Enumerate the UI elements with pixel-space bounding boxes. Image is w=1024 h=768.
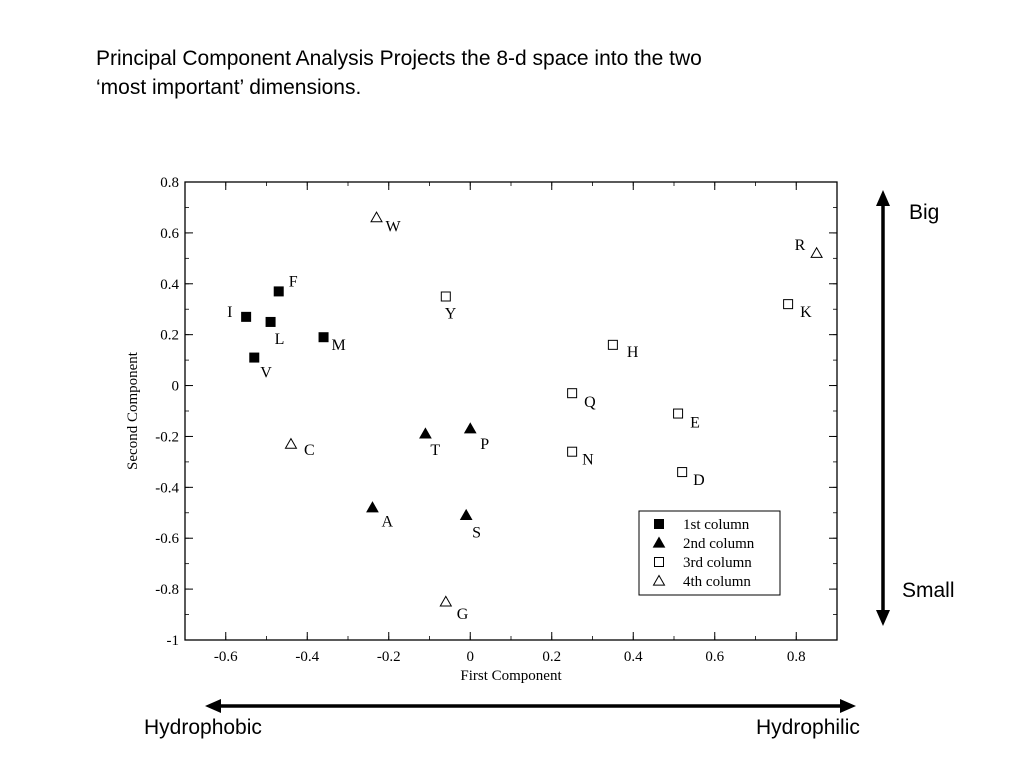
point-marker-v [249,352,260,363]
x-tick-label: 0.4 [624,649,643,665]
point-label-h: H [627,344,639,361]
point-marker-y [440,291,451,302]
slide-title-line-2: ‘most important’ dimensions. [96,76,362,99]
slide-title: Principal Component Analysis Projects th… [96,44,896,102]
point-marker-d [677,467,688,478]
point-marker-c [284,437,298,449]
point-marker-a [366,501,379,513]
hydrophobic-label: Hydrophobic [144,716,262,739]
point-marker-l [265,316,276,327]
arrow-head-down-icon [876,610,890,626]
point-label-f: F [289,273,298,290]
legend-marker-2 [652,536,666,548]
y-tick-label: -0.8 [155,582,179,598]
point-label-t: T [430,442,440,459]
point-marker-p [463,422,477,434]
y-tick-label: 0.8 [160,175,179,191]
y-tick-label: -0.4 [155,480,179,496]
y-tick-label: -1 [167,633,180,649]
legend-marker-3 [654,557,664,567]
point-label-r: R [795,237,806,254]
x-tick-label: 0.2 [542,649,561,665]
x-tick-label: -0.6 [214,649,238,665]
point-marker-r [810,246,823,258]
point-marker-n [567,446,578,457]
hydrophilic-label: Hydrophilic [756,716,860,739]
point-label-a: A [381,514,393,531]
point-marker-m [318,332,329,343]
y-tick-label: 0.4 [160,277,179,293]
arrow-head-up-icon [876,190,890,206]
point-label-p: P [480,436,489,453]
legend-entry-2: 2nd column [683,536,755,552]
point-marker-e [673,408,684,419]
y-tick-label: -0.6 [155,531,179,547]
legend-entry-3: 3rd column [683,555,752,571]
point-label-v: V [260,365,272,382]
point-marker-f [273,286,284,297]
point-marker-t [419,427,432,439]
point-marker-k [783,299,794,310]
point-label-s: S [472,524,481,541]
point-label-d: D [693,472,705,489]
y-tick-label: 0 [172,379,180,395]
point-label-e: E [690,415,700,432]
x-tick-label: -0.2 [377,649,401,665]
point-label-i: I [227,304,232,321]
point-marker-q [567,388,578,399]
slide-title-line-1: Principal Component Analysis Projects th… [96,47,702,70]
point-marker-i [241,311,252,322]
point-label-w: W [386,219,402,236]
x-axis-label: First Component [460,668,562,684]
legend-entry-4: 4th column [683,574,751,590]
point-marker-s [459,508,473,520]
small-label: Small [902,579,955,602]
point-marker-w [370,211,383,223]
x-tick-label: -0.4 [295,649,319,665]
y-tick-label: 0.6 [160,226,179,242]
x-tick-label: 0.8 [787,649,806,665]
y-tick-label: 0.2 [160,328,179,344]
legend-marker-4 [652,574,666,586]
x-tick-label: 0.6 [705,649,724,665]
big-label: Big [909,201,940,224]
legend-marker-1 [654,519,664,529]
point-label-c: C [304,442,315,459]
arrow-head-left-icon [205,699,221,713]
arrow-head-right-icon [840,699,856,713]
point-label-y: Y [445,306,457,323]
x-tick-label: 0 [467,649,475,665]
y-tick-label: -0.2 [155,429,179,445]
point-label-m: M [332,337,346,354]
point-label-q: Q [584,394,596,411]
legend-entry-1: 1st column [683,517,750,533]
point-marker-h [607,339,618,350]
point-marker-g [439,595,453,607]
y-axis-label: Second Component [125,351,141,470]
point-label-n: N [582,452,594,469]
point-label-k: K [800,304,812,321]
point-label-l: L [275,331,285,348]
point-label-g: G [457,606,469,623]
